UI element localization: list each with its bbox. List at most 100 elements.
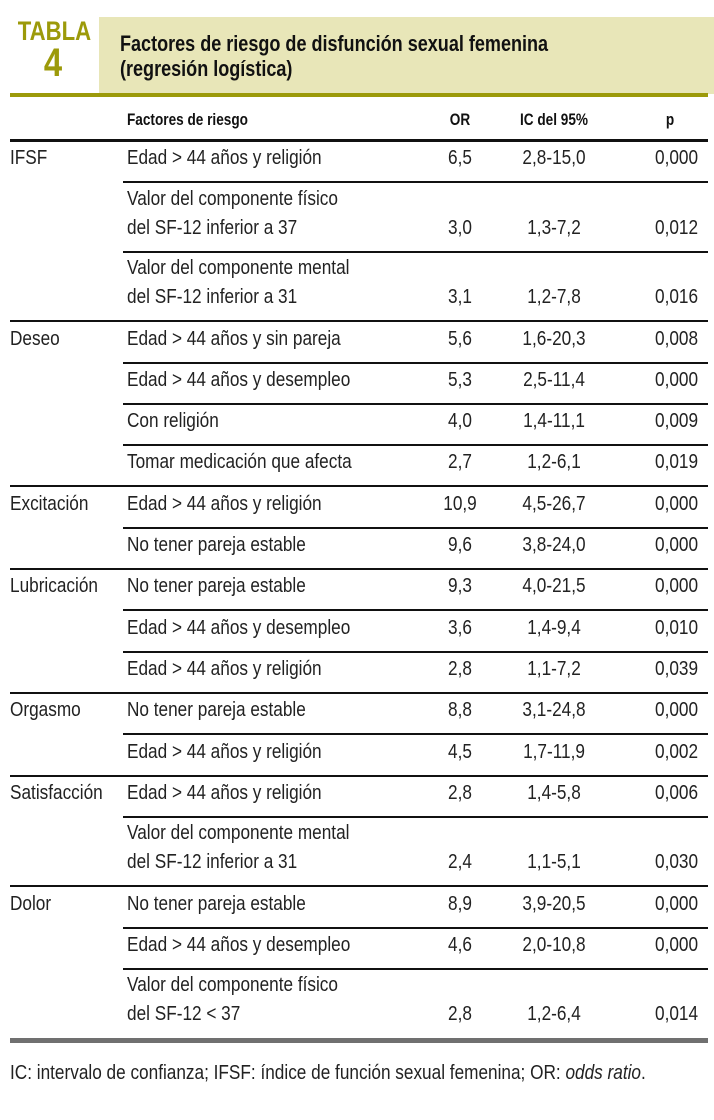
group-label: Lubricación xyxy=(10,575,98,598)
risk-factor-line: Edad > 44 años y desempleo xyxy=(127,368,351,391)
risk-factor: No tener pareja estable xyxy=(127,890,306,919)
row-divider xyxy=(123,967,708,970)
confidence-interval: 1,2-6,4 xyxy=(527,1003,581,1026)
tabla-word: TABLA xyxy=(17,16,92,46)
risk-factor-line: Valor del componente mental xyxy=(127,257,350,280)
odds-ratio: 2,8 xyxy=(448,1003,472,1026)
confidence-interval: 4,5-26,7 xyxy=(522,492,586,515)
p-value: 0,000 xyxy=(654,575,698,598)
row-divider xyxy=(10,774,708,777)
confidence-interval: 1,2-7,8 xyxy=(527,286,581,309)
row-divider xyxy=(123,609,708,612)
p-value: 0,000 xyxy=(654,492,698,515)
confidence-interval: 1,4-9,4 xyxy=(527,616,581,639)
row-divider xyxy=(123,526,708,529)
header-rule xyxy=(10,93,708,97)
odds-ratio: 4,0 xyxy=(448,410,472,433)
p-value: 0,000 xyxy=(654,534,698,557)
p-value: 0,000 xyxy=(654,892,698,915)
confidence-interval: 3,8-24,0 xyxy=(522,534,586,557)
risk-factor-line: No tener pareja estable xyxy=(127,534,306,557)
title-line-2: (regresión logística) xyxy=(120,56,293,81)
risk-factor-line: Valor del componente mental xyxy=(127,822,350,845)
confidence-interval: 1,1-5,1 xyxy=(527,851,581,874)
risk-factor: Edad > 44 años y desempleo xyxy=(127,931,350,960)
table-row: Edad > 44 años y desempleo 5,3 2,5-11,4 0,0… xyxy=(0,364,714,405)
table-row: Deseo Edad > 44 años y sin pareja 5,6 1,6-2… xyxy=(0,322,714,364)
col-header-ic: IC del 95% xyxy=(519,110,589,129)
table-row: Con religión 4,0 1,4-11,1 0,009 xyxy=(0,405,714,447)
row-divider xyxy=(10,568,708,571)
risk-factor-line: del SF-12 inferior a 31 xyxy=(127,286,298,309)
confidence-interval: 2,8-15,0 xyxy=(522,147,586,170)
risk-factor-line: Edad > 44 años y religión xyxy=(127,492,322,515)
odds-ratio: 8,9 xyxy=(448,892,472,915)
odds-ratio: 2,8 xyxy=(448,781,472,804)
p-value: 0,000 xyxy=(654,147,698,170)
risk-factor: Edad > 44 años y religión xyxy=(127,490,322,519)
risk-factor: Edad > 44 años y desempleo xyxy=(127,614,350,643)
row-divider xyxy=(10,485,708,488)
confidence-interval: 1,6-20,3 xyxy=(522,327,586,350)
p-value: 0,000 xyxy=(654,699,698,722)
table-row: Excitación Edad > 44 años y religión 10,9 4… xyxy=(0,487,714,529)
risk-factor: Edad > 44 años y desempleo xyxy=(127,366,350,395)
row-divider xyxy=(123,250,708,253)
row-divider xyxy=(123,926,708,929)
footnote-text: IC: intervalo de confianza; IFSF: índice… xyxy=(10,1062,566,1084)
confidence-interval: 3,9-20,5 xyxy=(522,892,586,915)
row-divider xyxy=(123,444,708,447)
risk-factor-line: Edad > 44 años y desempleo xyxy=(127,616,351,639)
risk-factor: No tener pareja estable xyxy=(127,696,306,725)
odds-ratio: 4,6 xyxy=(448,933,472,956)
row-divider xyxy=(10,885,708,888)
risk-factor-line: Edad > 44 años y religión xyxy=(127,657,322,680)
risk-factor-line: Edad > 44 años y religión xyxy=(127,147,322,170)
group-label: Excitación xyxy=(10,492,89,515)
table-number-label: TABLA 4 xyxy=(17,16,92,84)
p-value: 0,014 xyxy=(654,1003,698,1026)
row-divider xyxy=(123,402,708,405)
confidence-interval: 3,1-24,8 xyxy=(522,699,586,722)
table-row: Lubricación No tener pareja estable 9,3 4,0… xyxy=(0,570,714,612)
risk-factor-line: Valor del componente físico xyxy=(127,974,338,997)
risk-factor: Edad > 44 años y religión xyxy=(127,144,322,173)
p-value: 0,002 xyxy=(654,740,698,763)
table-row: Edad > 44 años y religión 2,8 1,1-7,2 0,039 xyxy=(0,653,714,694)
table-body: IFSF Edad > 44 años y religión 6,5 2,8-15,0… xyxy=(0,142,714,1039)
group-label: Satisfacción xyxy=(10,781,103,804)
odds-ratio: 8,8 xyxy=(448,699,472,722)
table-row: Tomar medicación que afecta 2,7 1,2-6,1 0,0… xyxy=(0,446,714,488)
risk-factor-line: Valor del componente físico xyxy=(127,187,338,210)
risk-factor: Edad > 44 años y religión xyxy=(127,779,322,808)
risk-factor-line: Con religión xyxy=(127,410,219,433)
confidence-interval: 2,5-11,4 xyxy=(523,368,585,391)
column-header-rule xyxy=(10,139,708,142)
col-header-or: OR xyxy=(449,110,471,129)
table-bottom-rule xyxy=(10,1038,708,1043)
table-row: Valor del componente mental del SF-12 inf… xyxy=(0,253,714,323)
odds-ratio: 9,3 xyxy=(448,575,472,598)
odds-ratio: 5,3 xyxy=(448,368,472,391)
p-value: 0,012 xyxy=(654,216,698,239)
odds-ratio: 3,1 xyxy=(448,286,472,309)
group-label: Deseo xyxy=(10,327,60,350)
odds-ratio: 2,7 xyxy=(448,451,472,474)
p-value: 0,019 xyxy=(654,451,698,474)
table-row: Valor del componente mental del SF-12 inf… xyxy=(0,818,714,888)
risk-factor-line: Edad > 44 años y religión xyxy=(127,740,322,763)
risk-factor: Edad > 44 años y sin pareja xyxy=(127,325,341,354)
table-row: Dolor No tener pareja estable 8,9 3,9-20,5 0… xyxy=(0,887,714,929)
risk-factor-line: del SF-12 inferior a 31 xyxy=(127,851,298,874)
odds-ratio: 3,6 xyxy=(448,616,472,639)
table-row: Edad > 44 años y desempleo 4,6 2,0-10,8 0,0… xyxy=(0,929,714,970)
group-label: Dolor xyxy=(10,892,52,915)
table-row: IFSF Edad > 44 años y religión 6,5 2,8-15,0… xyxy=(0,142,714,184)
table-title: Factores de riesgo de disfunción sexual … xyxy=(120,31,548,81)
table-row: Satisfacción Edad > 44 años y religión 2,8… xyxy=(0,777,714,818)
risk-factor: Edad > 44 años y religión xyxy=(127,738,322,767)
footnote-italic: odds ratio xyxy=(565,1062,642,1084)
table-row: Orgasmo No tener pareja estable 8,8 3,1-24,… xyxy=(0,694,714,736)
row-divider xyxy=(123,181,708,184)
p-value: 0,008 xyxy=(654,327,698,350)
